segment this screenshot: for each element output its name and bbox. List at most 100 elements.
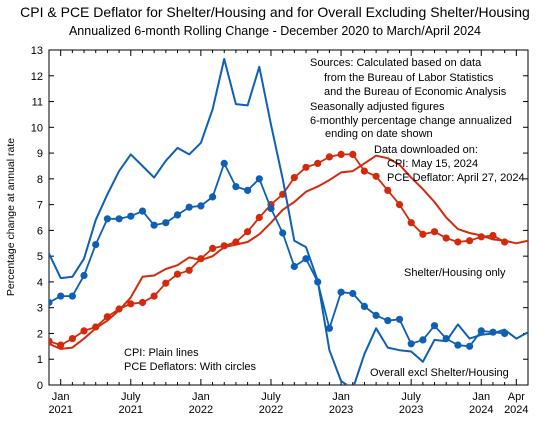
sources-note: Sources: Calculated based on data from t… — [310, 57, 512, 140]
data-point — [489, 328, 497, 336]
method-line-1: 6-monthly percentage change annualized — [310, 115, 512, 127]
data-point — [162, 219, 170, 227]
data-point — [290, 262, 298, 271]
data-point — [68, 292, 76, 300]
data-point — [92, 241, 100, 249]
data-point — [103, 215, 111, 223]
data-point — [197, 255, 205, 263]
data-point — [325, 153, 333, 161]
data-point — [395, 201, 404, 209]
series-line-1 — [49, 154, 528, 350]
data-point — [232, 238, 240, 246]
data-point — [407, 340, 415, 348]
y-tick-label: 1 — [37, 354, 43, 366]
data-point — [466, 237, 474, 245]
x-tick-label-year: 2022 — [259, 404, 283, 416]
data-point — [360, 302, 368, 310]
data-point — [197, 202, 205, 210]
x-tick-label-year: 2023 — [329, 404, 353, 416]
download-line-2: CPI: May 15, 2024 — [387, 158, 478, 170]
data-point — [185, 203, 193, 211]
sources-line-2: from the Bureau of Labor Statistics — [324, 72, 494, 84]
y-tick-label: 10 — [31, 122, 43, 134]
x-tick-label: Jan — [192, 391, 210, 403]
series-line-2 — [49, 153, 506, 347]
data-point — [150, 292, 158, 300]
data-point — [419, 336, 427, 344]
data-point — [80, 327, 88, 335]
data-point — [337, 288, 345, 296]
series-group — [49, 159, 509, 350]
data-point — [80, 271, 88, 280]
data-point — [442, 335, 450, 343]
series-group — [49, 58, 528, 385]
overall-series-label: Overall excl Shelter/Housing — [370, 367, 509, 379]
data-point — [325, 324, 333, 332]
x-tick-label-year: 2021 — [119, 404, 143, 416]
seasonal-note: Seasonally adjusted figures — [310, 101, 445, 113]
data-point — [372, 311, 380, 319]
sources-line-3: and the Bureau of Economic Analysis — [324, 86, 507, 98]
x-tick-label: Jan — [332, 391, 350, 403]
data-point — [185, 266, 193, 274]
data-point — [302, 255, 310, 263]
y-tick-label: 6 — [37, 225, 43, 237]
data-point — [349, 150, 357, 158]
data-point — [115, 215, 123, 223]
data-point — [314, 278, 322, 286]
data-point — [57, 292, 65, 300]
chart-title: CPI & PCE Deflator for Shelter/Housing a… — [20, 4, 530, 20]
data-point — [442, 234, 450, 242]
y-tick-label: 11 — [32, 97, 43, 109]
data-point — [150, 221, 158, 229]
data-point — [454, 238, 462, 246]
x-tick-label-year: 2024 — [504, 404, 528, 416]
data-point — [501, 238, 509, 246]
y-tick-label: 12 — [31, 71, 43, 83]
data-point — [173, 211, 182, 219]
data-point — [103, 313, 111, 321]
y-tick-label: 8 — [37, 174, 43, 186]
data-point — [314, 159, 322, 167]
x-tick-label-year: 2021 — [48, 404, 72, 416]
axes: 012345678910111213Jan2021July2021Jan2022… — [31, 45, 529, 416]
x-tick-label: July — [121, 391, 141, 403]
data-point — [209, 193, 217, 201]
x-tick-label: Jan — [472, 391, 490, 403]
x-tick-label-year: 2022 — [189, 404, 213, 416]
data-point — [477, 327, 485, 335]
data-point — [466, 342, 474, 350]
data-point — [255, 175, 263, 183]
y-tick-label: 0 — [37, 380, 43, 392]
download-line-1: Data downloaded on: — [374, 144, 478, 156]
x-tick-label-year: 2024 — [469, 404, 493, 416]
y-tick-label: 2 — [37, 328, 43, 340]
x-tick-label: July — [261, 391, 281, 403]
data-point — [162, 279, 170, 287]
data-point — [489, 231, 497, 240]
x-tick-label-year: 2023 — [399, 404, 423, 416]
data-point — [138, 298, 147, 307]
data-point — [220, 242, 228, 250]
y-axis-label: Percentage change at annual rate — [5, 138, 17, 296]
legend-cpi: CPI: Plain lines — [124, 347, 199, 359]
data-point — [419, 230, 427, 238]
y-tick-label: 13 — [31, 45, 43, 57]
data-point — [57, 341, 65, 349]
series-group — [49, 154, 528, 350]
data-point — [430, 228, 439, 236]
data-point — [127, 212, 135, 220]
data-point — [372, 172, 380, 180]
data-point — [49, 337, 53, 345]
sources-line-1: Sources: Calculated based on data — [310, 57, 482, 69]
x-tick-label: Jan — [52, 391, 70, 403]
data-point — [220, 159, 228, 167]
y-tick-label: 4 — [37, 277, 43, 289]
data-point — [255, 213, 263, 222]
data-point — [349, 289, 357, 298]
data-point — [138, 207, 147, 215]
data-point — [407, 219, 415, 227]
data-point — [279, 229, 287, 237]
x-tick-label: July — [401, 391, 421, 403]
